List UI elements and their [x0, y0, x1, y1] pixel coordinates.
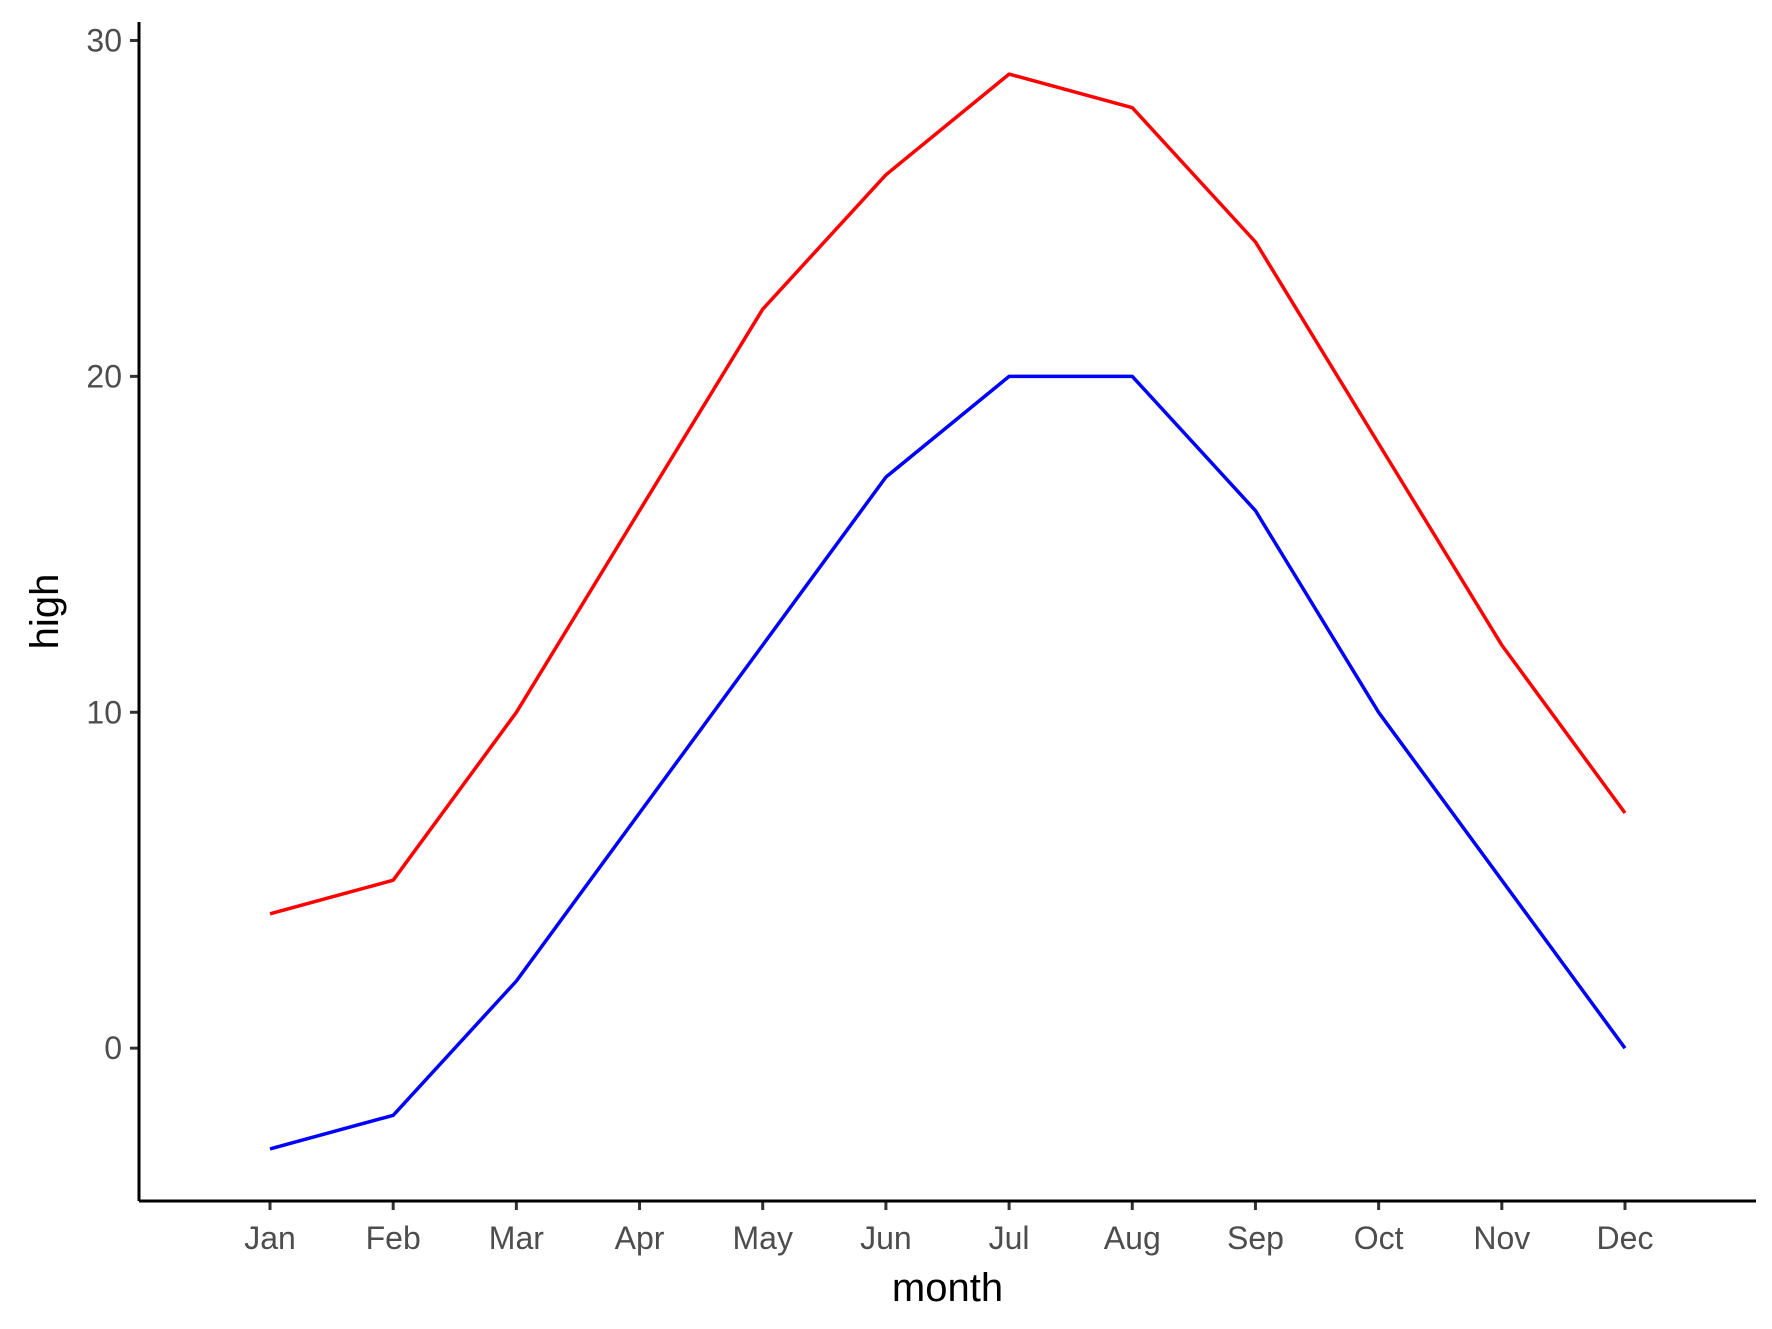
x-tick-label: Apr	[615, 1220, 665, 1256]
x-tick-label: May	[733, 1220, 793, 1256]
series-line-1	[269, 72, 1627, 916]
x-axis-title: month	[892, 1266, 1003, 1310]
x-tick-label: Jan	[244, 1220, 296, 1256]
series-layer	[269, 72, 1627, 1151]
y-tick-label: 0	[104, 1030, 122, 1066]
x-tick-label: Oct	[1354, 1220, 1404, 1256]
y-tick-label: 20	[86, 358, 122, 394]
y-tick-label: 30	[86, 22, 122, 58]
x-axis-ticks: Jan Feb Mar Apr May Jun Jul Aug Sep Oct Nov Dec	[244, 1201, 1653, 1256]
x-tick-label: Dec	[1597, 1220, 1654, 1256]
x-tick-label: Nov	[1473, 1220, 1530, 1256]
y-tick-label: 10	[86, 694, 122, 730]
x-tick-label: Sep	[1227, 1220, 1284, 1256]
y-axis-title: high	[23, 574, 67, 650]
x-tick-label: Jun	[860, 1220, 912, 1256]
y-axis-ticks: 0 10 20 30	[86, 22, 139, 1066]
series-line-2	[269, 374, 1627, 1151]
x-tick-label: Jul	[989, 1220, 1030, 1256]
x-tick-label: Aug	[1104, 1220, 1161, 1256]
x-tick-label: Mar	[489, 1220, 544, 1256]
x-tick-label: Feb	[366, 1220, 421, 1256]
